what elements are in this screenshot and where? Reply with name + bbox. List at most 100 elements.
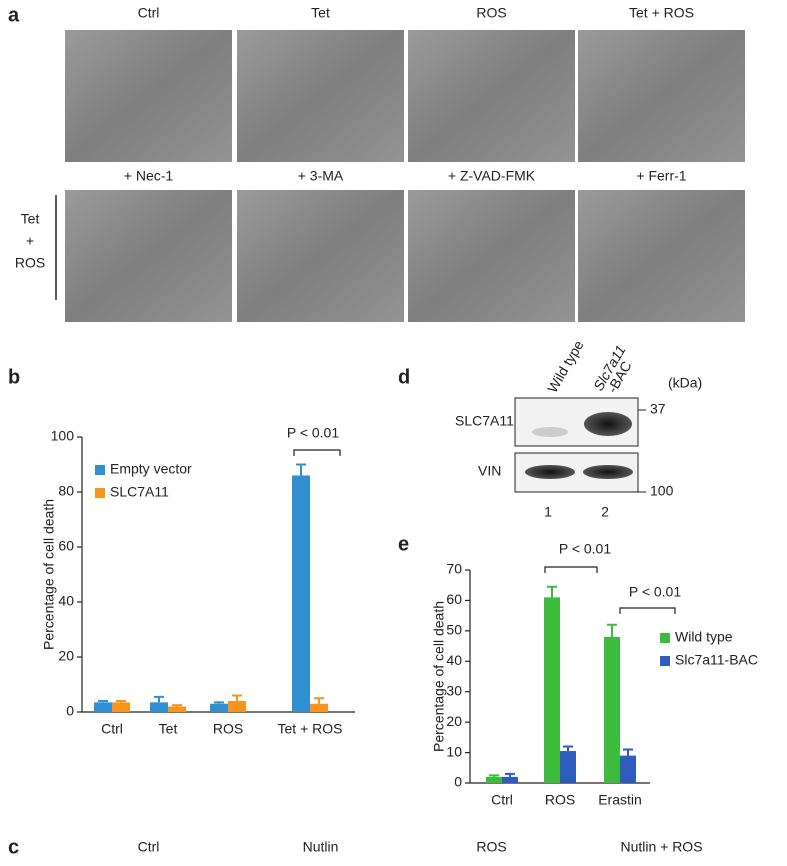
side-label: Tet xyxy=(21,211,40,227)
panel-label: b xyxy=(8,366,20,388)
bar xyxy=(228,701,246,712)
panel-label: e xyxy=(398,533,409,555)
bar xyxy=(620,755,636,783)
legend-label: Slc7a11-BAC xyxy=(675,652,758,668)
y-tick-label: 40 xyxy=(446,652,462,668)
y-tick-label: 30 xyxy=(446,682,462,698)
lane-number: 2 xyxy=(601,504,609,520)
blot-band xyxy=(532,427,568,437)
x-tick-label: Ctrl xyxy=(101,721,123,737)
image-caption: + 3-MA xyxy=(298,168,344,184)
y-tick-label: 60 xyxy=(446,591,462,607)
y-tick-label: 50 xyxy=(446,622,462,638)
x-tick-label: Tet xyxy=(159,721,178,737)
error-bar xyxy=(232,694,242,701)
panel-label: c xyxy=(8,836,19,858)
y-tick-label: 80 xyxy=(58,483,74,499)
image-caption: + Ferr-1 xyxy=(636,168,686,184)
bar xyxy=(486,776,502,783)
blot-band xyxy=(525,465,575,479)
bar xyxy=(292,475,310,712)
lane-label: Wild type xyxy=(544,337,587,395)
error-bar xyxy=(607,623,617,637)
side-label: ROS xyxy=(15,255,45,271)
y-tick-label: 100 xyxy=(51,428,75,444)
error-bar xyxy=(505,772,515,777)
x-tick-label: Erastin xyxy=(598,792,642,808)
p-value: P < 0.01 xyxy=(287,425,340,441)
legend-swatch xyxy=(95,488,105,498)
micrograph xyxy=(237,190,404,322)
bar xyxy=(310,703,328,712)
blot-row-label: VIN xyxy=(478,463,501,479)
error-bar xyxy=(214,701,224,704)
legend-swatch xyxy=(95,465,105,475)
error-bar xyxy=(296,463,306,476)
image-caption: ROS xyxy=(476,5,506,21)
blot-band xyxy=(584,412,632,436)
image-caption: ROS xyxy=(476,839,506,855)
unit-label: (kDa) xyxy=(668,375,702,391)
p-value: P < 0.01 xyxy=(629,584,682,600)
p-value: P < 0.01 xyxy=(559,541,612,557)
significance-bracket xyxy=(619,607,676,614)
bar xyxy=(150,702,168,712)
panel-label: d xyxy=(398,366,410,388)
legend-swatch xyxy=(660,656,670,666)
x-tick-label: Ctrl xyxy=(491,792,513,808)
error-bar xyxy=(98,700,108,703)
image-caption: Ctrl xyxy=(138,5,160,21)
y-tick-label: 40 xyxy=(58,593,74,609)
error-bar xyxy=(154,695,164,703)
micrograph xyxy=(65,30,232,162)
y-tick-label: 20 xyxy=(58,648,74,664)
micrograph xyxy=(408,30,575,162)
blot-row-label: SLC7A11 xyxy=(455,413,514,429)
micrograph xyxy=(408,190,575,322)
image-caption: + Nec-1 xyxy=(124,168,174,184)
micrograph xyxy=(237,30,404,162)
lane-number: 1 xyxy=(544,504,552,520)
bar xyxy=(94,702,112,712)
bar xyxy=(560,751,576,783)
micrograph xyxy=(578,190,745,322)
legend-swatch xyxy=(660,633,670,643)
bar xyxy=(544,597,560,783)
error-bar xyxy=(563,745,573,752)
error-bar xyxy=(623,748,633,756)
error-bar xyxy=(314,697,324,704)
image-caption: + Z-VAD-FMK xyxy=(448,168,536,184)
error-bar xyxy=(489,774,499,777)
side-label: + xyxy=(26,233,34,249)
bar xyxy=(168,706,186,712)
micrograph xyxy=(578,30,745,162)
error-bar xyxy=(116,700,126,703)
legend-label: SLC7A11 xyxy=(110,484,169,500)
micrograph xyxy=(65,190,232,322)
legend-label: Empty vector xyxy=(110,461,192,477)
y-tick-label: 20 xyxy=(446,713,462,729)
y-tick-label: 0 xyxy=(66,703,74,719)
y-tick-label: 10 xyxy=(446,743,462,759)
x-tick-label: ROS xyxy=(545,792,575,808)
image-caption: Nutlin + ROS xyxy=(620,839,702,855)
y-tick-label: 60 xyxy=(58,538,74,554)
bar xyxy=(502,776,518,783)
y-axis-label: Percentage of cell death xyxy=(41,499,57,650)
y-tick-label: 0 xyxy=(454,774,462,790)
error-bar xyxy=(172,704,182,707)
marker-label: 37 xyxy=(650,401,666,417)
y-tick-label: 70 xyxy=(446,561,462,577)
y-axis-label: Percentage of cell death xyxy=(431,601,447,752)
image-caption: Tet + ROS xyxy=(629,5,694,21)
bar xyxy=(112,702,130,712)
x-tick-label: ROS xyxy=(213,721,243,737)
marker-label: 100 xyxy=(650,483,674,499)
significance-bracket xyxy=(544,566,598,573)
x-tick-label: Tet + ROS xyxy=(278,721,343,737)
image-caption: Nutlin xyxy=(303,839,339,855)
image-caption: Ctrl xyxy=(138,839,160,855)
error-bar xyxy=(547,585,557,598)
panel-label: a xyxy=(8,4,20,26)
